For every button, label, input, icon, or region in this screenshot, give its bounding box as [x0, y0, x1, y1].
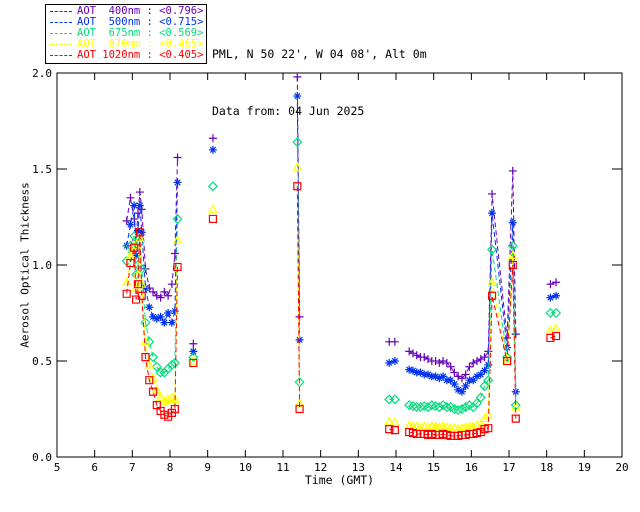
series-line-aot-1020nm	[126, 232, 178, 418]
y-tick-label: 0.5	[32, 355, 52, 368]
plus-marker-icon	[189, 339, 198, 348]
asterisk-marker-icon	[208, 145, 217, 154]
asterisk-marker-icon	[385, 357, 399, 367]
asterisk-marker-icon	[546, 291, 561, 302]
asterisk-marker-icon	[189, 347, 198, 356]
dashed-line-swatch-icon	[50, 33, 72, 34]
legend-label-1020nm: AOT 1020nm : <0.405>	[77, 49, 204, 61]
y-tick-label: 2.0	[32, 67, 52, 80]
diamond-marker-icon	[384, 394, 400, 405]
legend-label-500nm: AOT 500nm : <0.715>	[77, 16, 204, 28]
x-tick-label: 10	[239, 461, 252, 474]
triangle-marker-icon	[188, 355, 199, 365]
x-tick-label: 12	[314, 461, 327, 474]
station-location-text: PML, N 50 22', W 04 08', Alt 0m	[212, 47, 427, 61]
dashed-line-swatch-icon	[50, 55, 72, 56]
legend-entry-675nm: AOT 675nm : <0.569>	[50, 28, 206, 39]
triangle-marker-icon	[208, 204, 218, 213]
x-tick-label: 16	[465, 461, 478, 474]
x-tick-label: 7	[129, 461, 136, 474]
plus-marker-icon	[385, 337, 399, 346]
series-line-aot-1020nm	[389, 428, 395, 431]
legend-label-675nm: AOT 675nm : <0.569>	[77, 27, 204, 39]
x-tick-label: 18	[540, 461, 553, 474]
square-marker-icon	[293, 182, 304, 414]
plus-marker-icon	[122, 153, 182, 302]
x-tick-label: 14	[389, 461, 403, 474]
legend-box: AOT 400nm : <0.796> AOT 500nm : <0.715> …	[45, 4, 207, 64]
diamond-marker-icon	[188, 352, 199, 363]
square-marker-icon	[208, 214, 218, 224]
x-tick-label: 17	[502, 461, 515, 474]
x-tick-label: 8	[167, 461, 174, 474]
legend-label-870nm: AOT 870nm : <0.465>	[77, 38, 204, 50]
plus-marker-icon	[546, 278, 561, 289]
series-line-aot-1020nm	[296, 186, 301, 410]
plus-marker-icon	[293, 72, 304, 321]
asterisk-marker-icon	[405, 209, 520, 396]
x-tick-label: 19	[578, 461, 591, 474]
plus-marker-icon	[405, 166, 520, 383]
y-tick-label: 1.0	[32, 259, 52, 272]
data-date-text: Data from: 04 Jun 2025	[212, 104, 365, 118]
station-header: PML, N 50 22', W 04 08', Alt 0m Data fro…	[212, 7, 427, 159]
series-line-aot-675nm	[126, 218, 178, 373]
y-tick-label: 1.5	[32, 163, 52, 176]
series-line-aot-1020nm	[550, 335, 557, 339]
square-marker-icon	[189, 358, 198, 368]
y-tick-label: 0.0	[32, 451, 52, 464]
x-tick-label: 15	[427, 461, 440, 474]
diamond-marker-icon	[545, 307, 562, 319]
plus-marker-icon	[208, 134, 217, 143]
legend-label-400nm: AOT 400nm : <0.796>	[77, 5, 204, 17]
square-marker-icon	[385, 425, 399, 435]
square-marker-icon	[405, 260, 520, 440]
legend-entry-1020nm: AOT 1020nm : <0.405>	[50, 50, 206, 61]
x-tick-label: 13	[352, 461, 365, 474]
legend-entry-500nm: AOT 500nm : <0.715>	[50, 17, 206, 28]
x-tick-label: 9	[204, 461, 211, 474]
asterisk-marker-icon	[293, 92, 304, 344]
x-tick-label: 6	[91, 461, 98, 474]
dashed-line-swatch-icon	[50, 44, 72, 45]
dashed-line-swatch-icon	[50, 11, 72, 12]
dashed-line-swatch-icon	[50, 22, 72, 23]
x-tick-label: 11	[276, 461, 289, 474]
y-axis-label: Aerosol Optical Thickness	[18, 182, 32, 348]
x-axis-label: Time (GMT)	[304, 473, 375, 487]
legend-entry-870nm: AOT 870nm : <0.465>	[50, 39, 206, 50]
diamond-marker-icon	[207, 181, 218, 192]
x-tick-label: 5	[54, 461, 61, 474]
triangle-marker-icon	[384, 416, 400, 427]
triangle-marker-icon	[545, 323, 561, 334]
square-marker-icon	[122, 228, 182, 421]
x-tick-label: 20	[615, 461, 628, 474]
diamond-marker-icon	[404, 240, 521, 416]
series-line-aot-400nm	[408, 170, 517, 379]
legend-entry-400nm: AOT 400nm : <0.796>	[50, 6, 206, 17]
square-marker-icon	[546, 331, 561, 343]
